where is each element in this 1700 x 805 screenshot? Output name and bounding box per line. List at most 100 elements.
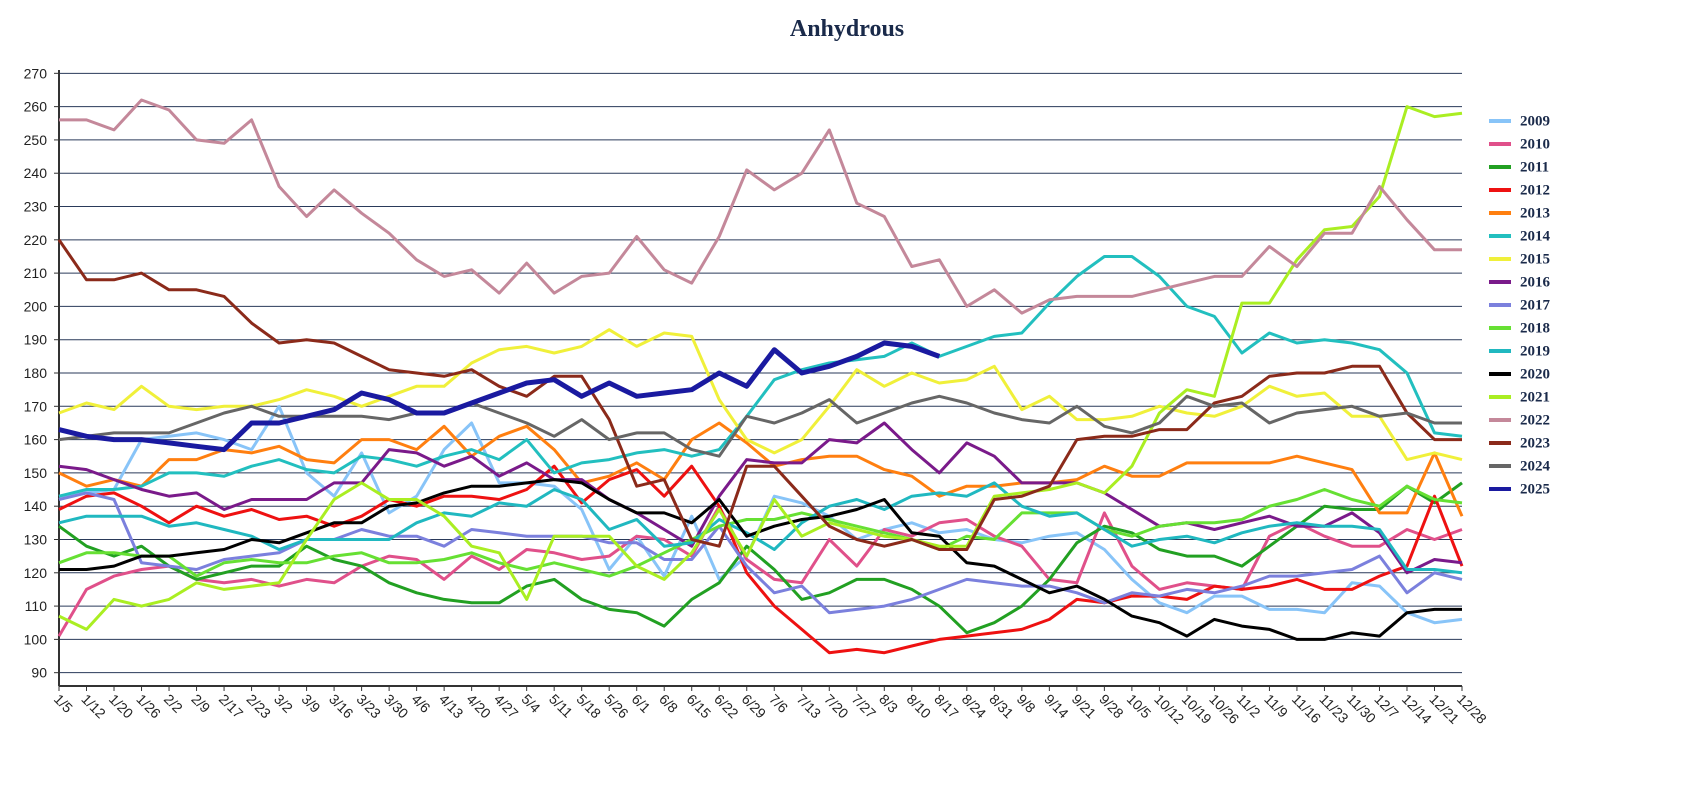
x-tick-label: 5/11 xyxy=(546,691,576,721)
legend-label: 2015 xyxy=(1520,251,1550,267)
series-line xyxy=(58,394,1462,458)
x-tick-label: 12/21 xyxy=(1426,691,1462,727)
x-tick-label: 1/12 xyxy=(78,691,109,722)
y-tick-label: 120 xyxy=(24,565,48,581)
x-tick-label: 6/8 xyxy=(656,691,681,716)
legend-label: 2018 xyxy=(1520,320,1550,336)
x-tick-label: 5/26 xyxy=(601,691,632,722)
legend: 2009 2010 2011 2012 2013 2014 2015 2016 2017 2018… xyxy=(1489,113,1551,497)
x-tick-label: 12/14 xyxy=(1399,691,1435,727)
y-tick-label: 140 xyxy=(24,498,48,514)
legend-label: 2019 xyxy=(1520,343,1550,359)
x-tick-label: 5/4 xyxy=(519,691,544,716)
y-tick-label: 230 xyxy=(24,199,48,215)
x-tick-label: 4/6 xyxy=(409,691,434,716)
x-tick-label: 5/18 xyxy=(574,691,605,722)
x-tick-label: 8/3 xyxy=(876,691,901,716)
legend-label: 2014 xyxy=(1520,228,1551,244)
x-tick-label: 8/31 xyxy=(986,691,1017,722)
x-tick-label: 4/20 xyxy=(464,691,495,722)
x-tick-label: 10/5 xyxy=(1124,691,1155,722)
series-line xyxy=(58,491,1463,615)
x-tick-label: 3/2 xyxy=(271,691,296,716)
y-tick-label: 190 xyxy=(24,332,48,348)
x-tick-label: 2/17 xyxy=(216,691,247,722)
x-tick-label: 2/23 xyxy=(243,691,274,722)
series-line xyxy=(59,98,1462,315)
x-tick-label: 1/20 xyxy=(106,691,137,722)
y-tick-label: 210 xyxy=(24,265,48,281)
x-tick-label: 10/19 xyxy=(1179,691,1215,727)
y-tick-label: 160 xyxy=(24,432,48,448)
y-tick-label: 200 xyxy=(24,298,48,314)
series-line xyxy=(58,328,1463,462)
y-tick-label: 220 xyxy=(24,232,48,248)
x-tick-label: 1/26 xyxy=(133,691,164,722)
y-tick-label: 270 xyxy=(24,65,48,81)
x-tick-label: 9/28 xyxy=(1096,691,1127,722)
x-tick-label: 1/5 xyxy=(51,691,76,716)
series-line xyxy=(58,481,1463,635)
series-line xyxy=(58,105,1463,631)
series-line xyxy=(58,421,1464,517)
series-line xyxy=(58,340,941,453)
legend-label: 2013 xyxy=(1520,205,1550,221)
x-tick-label: 7/20 xyxy=(821,691,852,722)
y-tick-label: 100 xyxy=(24,631,48,647)
y-tick-label: 250 xyxy=(24,132,48,148)
y-tick-label: 180 xyxy=(24,365,48,381)
legend-label: 2011 xyxy=(1520,159,1549,175)
legend-label: 2012 xyxy=(1520,182,1550,198)
x-tick-label: 8/17 xyxy=(931,691,962,722)
x-tick-label: 3/23 xyxy=(353,691,384,722)
x-tick-label: 7/13 xyxy=(794,691,825,722)
legend-label: 2025 xyxy=(1520,481,1550,497)
legend-label: 2024 xyxy=(1520,458,1551,474)
legend-label: 2020 xyxy=(1520,366,1550,382)
x-tick-label: 11/23 xyxy=(1316,691,1352,727)
x-tick-label: 6/1 xyxy=(629,691,654,716)
y-tick-label: 170 xyxy=(24,398,48,414)
x-tick-label: 4/27 xyxy=(491,691,522,722)
x-tick-label: 11/9 xyxy=(1261,691,1291,721)
series-line xyxy=(58,481,1463,575)
x-tick-label: 9/21 xyxy=(1069,691,1100,722)
chart-title: Anhydrous xyxy=(790,16,904,42)
legend-label: 2010 xyxy=(1520,136,1550,152)
x-tick-label: 7/27 xyxy=(849,691,880,722)
x-tick-label: 4/13 xyxy=(436,691,467,722)
x-tick-label: 9/8 xyxy=(1014,691,1039,716)
y-tick-label: 260 xyxy=(24,99,48,115)
y-tick-label: 110 xyxy=(25,598,48,614)
legend-label: 2009 xyxy=(1520,113,1550,129)
x-tick-label: 6/15 xyxy=(684,691,715,722)
y-tick-label: 130 xyxy=(24,531,48,547)
x-tick-label: 6/29 xyxy=(739,691,770,722)
x-tick-label: 10/26 xyxy=(1206,691,1242,727)
x-tick-label: 3/16 xyxy=(326,691,357,722)
legend-label: 2022 xyxy=(1520,412,1550,428)
x-tick-label: 3/30 xyxy=(381,691,412,722)
series-line xyxy=(57,238,1462,551)
x-tick-label: 9/14 xyxy=(1041,691,1072,722)
x-tick-label: 10/12 xyxy=(1151,691,1187,727)
series-line xyxy=(58,421,1463,575)
x-tick-label: 2/9 xyxy=(188,691,213,716)
x-tick-label: 12/28 xyxy=(1454,691,1490,727)
series-line xyxy=(58,255,1463,498)
legend-label: 2016 xyxy=(1520,274,1551,290)
y-tick-label: 90 xyxy=(31,665,47,681)
x-tick-label: 8/10 xyxy=(904,691,935,722)
x-tick-label: 3/9 xyxy=(298,691,323,716)
y-tick-label: 150 xyxy=(24,465,48,481)
legend-label: 2023 xyxy=(1520,435,1550,451)
x-tick-label: 6/22 xyxy=(711,691,742,722)
series-line xyxy=(58,464,1464,655)
legend-label: 2017 xyxy=(1520,297,1551,313)
legend-label: 2021 xyxy=(1520,389,1550,405)
y-tick-label: 240 xyxy=(24,165,48,181)
x-tick-label: 2/2 xyxy=(161,691,186,716)
x-tick-label: 7/6 xyxy=(766,691,791,716)
x-tick-label: 11/16 xyxy=(1289,691,1325,727)
